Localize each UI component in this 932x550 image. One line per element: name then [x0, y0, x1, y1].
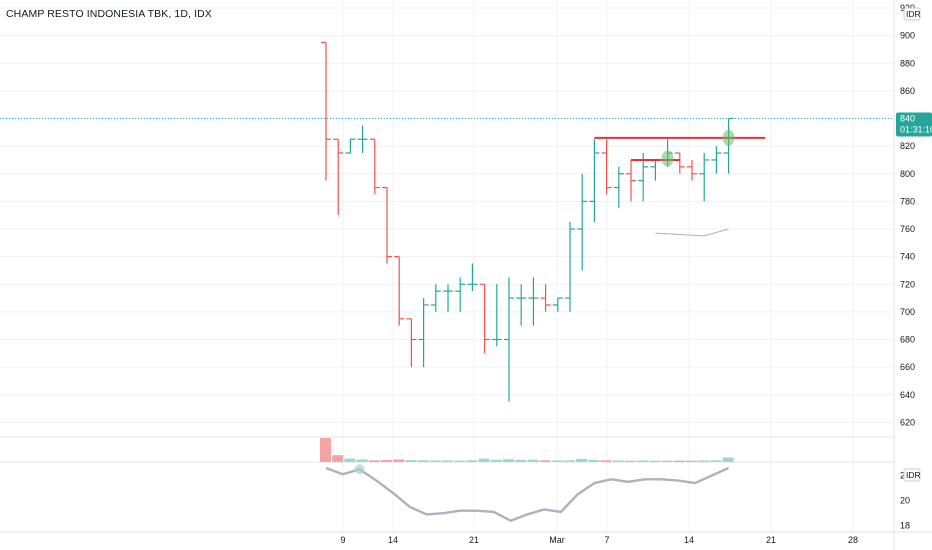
volume-bar — [381, 459, 392, 462]
volume-bar — [442, 460, 453, 462]
price-tick-label: 680 — [900, 335, 915, 345]
time-tick-label: 21 — [469, 535, 479, 545]
volume-bar — [490, 459, 502, 462]
volume-bar — [503, 459, 514, 462]
volume-bar — [344, 458, 356, 462]
volume-bar — [698, 460, 710, 462]
volume-bar — [637, 460, 649, 462]
currency-tag — [903, 468, 921, 482]
volume-bar — [466, 460, 478, 462]
volume-bar — [649, 460, 661, 462]
currency-tag — [903, 7, 921, 21]
price-tick-label: 740 — [900, 252, 915, 262]
volume-bar — [588, 459, 600, 462]
indicator-tick-label: 18 — [900, 521, 910, 531]
time-tick-label: 9 — [340, 535, 345, 545]
volume-bar — [661, 460, 673, 462]
last-price-countdown: 01:31:10 — [900, 125, 932, 135]
volume-bar — [612, 460, 624, 462]
time-tick-label: 14 — [684, 535, 694, 545]
volume-bar — [551, 460, 563, 462]
highlight-circle — [661, 150, 674, 167]
price-tick-label: 780 — [900, 196, 915, 206]
volume-bar — [356, 459, 368, 462]
volume-bar — [515, 459, 527, 462]
volume-bar — [393, 459, 405, 462]
volume-bar — [710, 460, 722, 462]
volume-bar — [527, 459, 539, 462]
volume-bar — [673, 460, 685, 462]
volume-bar — [686, 460, 697, 462]
volume-bar — [454, 460, 466, 462]
price-tick-label: 720 — [900, 279, 915, 289]
currency-label: IDR — [906, 9, 921, 19]
currency-label: IDR — [906, 470, 921, 480]
last-price-badge — [896, 112, 932, 137]
time-tick-label: 14 — [388, 535, 398, 545]
indicator-tick-label: 20 — [900, 496, 910, 506]
volume-bar — [320, 438, 331, 462]
price-tick-label: 620 — [900, 417, 915, 427]
volume-bar — [368, 460, 380, 462]
volume-bar — [625, 460, 636, 462]
price-tick-label: 760 — [900, 224, 915, 234]
time-tick-label: Mar — [549, 535, 565, 545]
volume-bar — [722, 457, 734, 462]
volume-bar — [564, 460, 575, 462]
chart-title: CHAMP RESTO INDONESIA TBK, 1D, IDX — [6, 8, 212, 20]
indicator-marker — [354, 464, 365, 475]
price-tick-label: 880 — [900, 58, 915, 68]
secondary-line — [655, 228, 729, 237]
time-tick-label: 28 — [848, 535, 858, 545]
volume-bar — [417, 460, 429, 462]
price-tick-label: 820 — [900, 141, 915, 151]
volume-bar — [429, 460, 441, 462]
highlight-circle — [722, 129, 735, 146]
price-tick-label: 800 — [900, 169, 915, 179]
volume-bar — [576, 458, 588, 462]
price-tick-label: 700 — [900, 307, 915, 317]
volume-bar — [600, 460, 612, 462]
volume-bar — [405, 460, 417, 462]
indicator-line — [325, 466, 730, 522]
price-tick-label: 640 — [900, 390, 915, 400]
price-tick-label: 860 — [900, 86, 915, 96]
volume-bar — [478, 458, 490, 462]
volume-bar — [332, 455, 344, 462]
price-tick-label: 900 — [900, 31, 915, 41]
price-tick-label: 660 — [900, 362, 915, 372]
volume-bar — [539, 460, 551, 462]
time-tick-label: 21 — [766, 535, 776, 545]
time-tick-label: 7 — [604, 535, 609, 545]
last-price-value: 840 — [900, 114, 915, 124]
